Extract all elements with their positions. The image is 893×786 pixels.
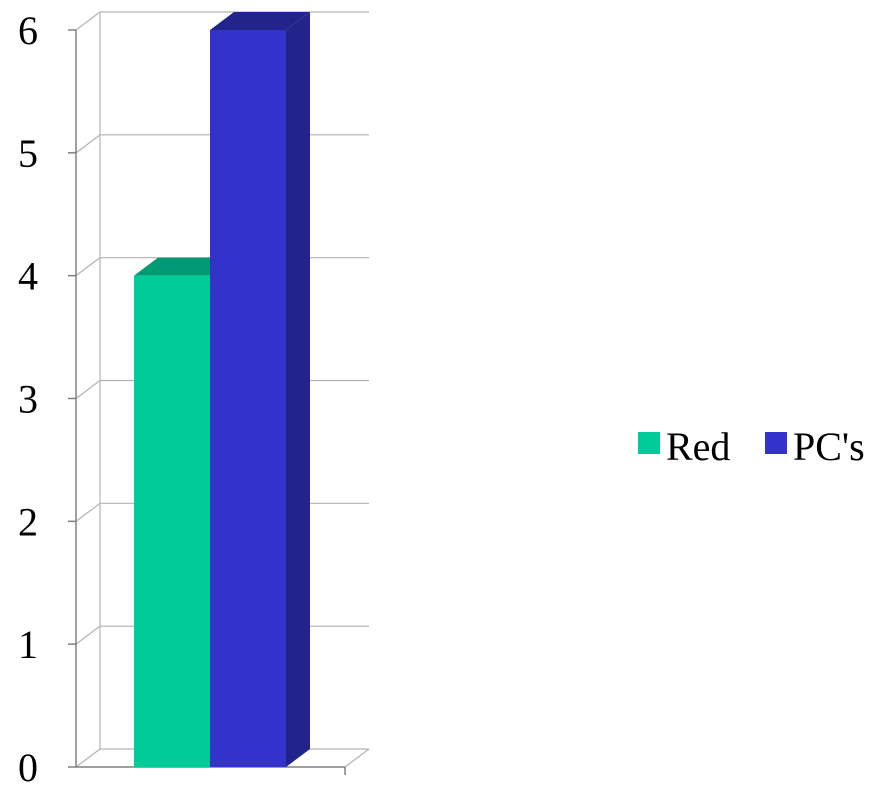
gridline-side [75,625,101,645]
legend: Red PC's [638,424,865,469]
legend-swatch [765,432,787,454]
y-tick-label: 1 [18,622,38,667]
bar-top-face [210,12,310,30]
bar-side-face [286,12,310,767]
y-tick-label: 2 [18,499,38,544]
floor-left-edge [75,748,101,768]
y-tick-label: 3 [18,377,38,422]
gridline-side [75,11,101,31]
legend-swatch [638,432,660,454]
floor-right-edge [344,748,370,768]
bars-layer [134,12,310,767]
bar-front-face [210,30,286,767]
gridline-side [75,134,101,154]
gridline-side [75,380,101,399]
gridline-side [75,502,101,522]
bar-pc-s [210,12,310,767]
legend-item-red: Red [638,424,730,469]
y-tick-label: 0 [18,745,38,786]
legend-item-pc-s: PC's [765,424,865,469]
bar-red [134,257,234,767]
bar-front-face [134,275,210,767]
legend-label: Red [666,424,730,469]
y-tick-label: 4 [18,254,38,299]
y-tick-label: 5 [18,131,38,176]
gridline-side [75,257,101,277]
legend-label: PC's [793,424,865,469]
bar-top-face [134,257,234,276]
y-tick-label: 6 [18,8,38,53]
